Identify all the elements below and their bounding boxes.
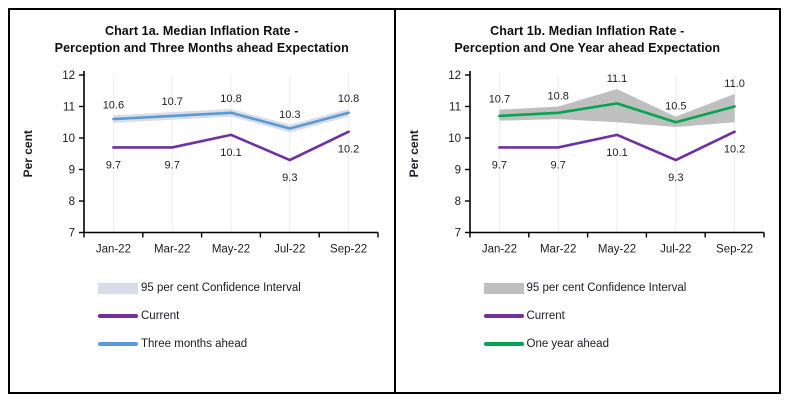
data-label: 10.5 — [665, 101, 686, 113]
chart-1a-title-line1: Chart 1a. Median Inflation Rate - — [104, 24, 299, 38]
x-tick-label: Sep-22 — [330, 244, 367, 256]
x-tick-label: Jul-22 — [274, 244, 305, 256]
y-tick-label: 7 — [69, 228, 75, 240]
data-label: 11.0 — [724, 78, 745, 90]
chart-1b-legend: 95 per cent Confidence Interval Current … — [483, 274, 780, 358]
data-label: 10.2 — [723, 144, 744, 156]
y-axis-title: Per cent — [407, 130, 421, 177]
chart-1a-legend: 95 per cent Confidence Interval Current … — [98, 274, 394, 358]
line-chart-1a: 7 8 9 10 11 12 Jan-22 Mar-22 May-22 Jul-22 Sep-22 P… — [21, 70, 379, 256]
data-label: 10.6 — [103, 99, 124, 111]
confidence-interval-swatch — [483, 282, 524, 294]
data-label: 9.3 — [282, 172, 297, 184]
data-label: 10.8 — [220, 93, 241, 105]
x-tick-label: Mar-22 — [154, 244, 190, 256]
data-label: 10.1 — [606, 147, 627, 159]
series-line-three-months-ahead — [112, 111, 350, 130]
y-tick-label: 11 — [449, 102, 461, 114]
x-tick-label: Jul-22 — [660, 244, 691, 256]
legend-label: Three months ahead — [141, 338, 248, 350]
data-label: 10.8 — [547, 91, 568, 103]
data-label: 9.3 — [668, 172, 683, 184]
x-tick-label: Sep-22 — [716, 244, 753, 256]
confidence-interval-band — [498, 89, 735, 127]
confidence-interval-swatch — [98, 282, 138, 294]
legend-item-confidence-interval: 95 per cent Confidence Interval — [98, 274, 394, 302]
data-label: 9.7 — [550, 159, 565, 171]
y-tick-label: 7 — [454, 228, 460, 240]
chart-1b-title-line1: Chart 1b. Median Inflation Rate - — [490, 24, 685, 38]
y-tick-label: 10 — [448, 133, 461, 145]
chart-panel-1a: Chart 1a. Median Inflation Rate - Percep… — [10, 10, 394, 392]
legend-label: Current — [526, 310, 565, 322]
legend-item-current: Current — [483, 302, 780, 330]
legend-item-confidence-interval: 95 per cent Confidence Interval — [483, 274, 780, 302]
data-label: 9.7 — [491, 159, 506, 171]
legend-label: Current — [141, 310, 180, 322]
one-year-ahead-line-swatch — [483, 342, 524, 346]
chart-1b-title-line2: Perception and One Year ahead Expectatio… — [454, 41, 721, 55]
y-tick-label: 9 — [69, 165, 75, 177]
legend-item-three-months-ahead: Three months ahead — [98, 330, 394, 358]
data-label: 10.1 — [220, 147, 241, 159]
series-line-current — [497, 130, 736, 162]
y-axis-title: Per cent — [21, 130, 35, 177]
data-label: 10.2 — [338, 144, 359, 156]
chart-1a-title: Chart 1a. Median Inflation Rate - Percep… — [10, 23, 394, 57]
data-label: 10.8 — [338, 93, 359, 105]
data-label: 9.7 — [165, 159, 180, 171]
x-tick-label: Jan-22 — [481, 244, 516, 256]
x-tick-label: May-22 — [597, 244, 635, 256]
x-tick-label: Mar-22 — [539, 244, 575, 256]
y-tick-label: 8 — [69, 196, 75, 208]
legend-item-one-year-ahead: One year ahead — [483, 330, 780, 358]
panel-divider — [393, 10, 396, 392]
legend-label: 95 per cent Confidence Interval — [141, 282, 301, 294]
chart-1b-title: Chart 1b. Median Inflation Rate - Percep… — [396, 23, 780, 57]
legend-label: 95 per cent Confidence Interval — [526, 282, 687, 294]
current-line-swatch — [483, 314, 524, 318]
chart-panel-1b: Chart 1b. Median Inflation Rate - Percep… — [396, 10, 780, 392]
data-label: 10.3 — [279, 109, 300, 121]
y-tick-label: 11 — [63, 102, 75, 114]
data-label: 9.7 — [106, 159, 121, 171]
series-line-one-year-ahead — [497, 102, 736, 124]
data-label: 10.7 — [161, 96, 182, 108]
figure-frame: Chart 1a. Median Inflation Rate - Percep… — [8, 8, 781, 394]
y-tick-label: 12 — [62, 70, 75, 82]
data-label: 11.1 — [606, 73, 627, 85]
x-tick-label: Jan-22 — [96, 244, 131, 256]
y-tick-label: 8 — [454, 196, 460, 208]
line-chart-1b: 7 8 9 10 11 12 Jan-22 Mar-22 May-22 Jul-22 Sep-22 P… — [407, 70, 765, 256]
y-tick-label: 12 — [448, 70, 461, 82]
x-tick-label: May-22 — [212, 244, 250, 256]
chart-1a-title-line2: Perception and Three Months ahead Expect… — [54, 41, 349, 55]
data-label: 10.7 — [488, 94, 509, 106]
three-months-ahead-line-swatch — [98, 342, 138, 346]
y-tick-label: 9 — [454, 165, 460, 177]
series-line-current — [112, 130, 350, 162]
legend-label: One year ahead — [526, 338, 609, 350]
y-tick-label: 10 — [62, 133, 75, 145]
legend-item-current: Current — [98, 302, 394, 330]
current-line-swatch — [98, 314, 138, 318]
